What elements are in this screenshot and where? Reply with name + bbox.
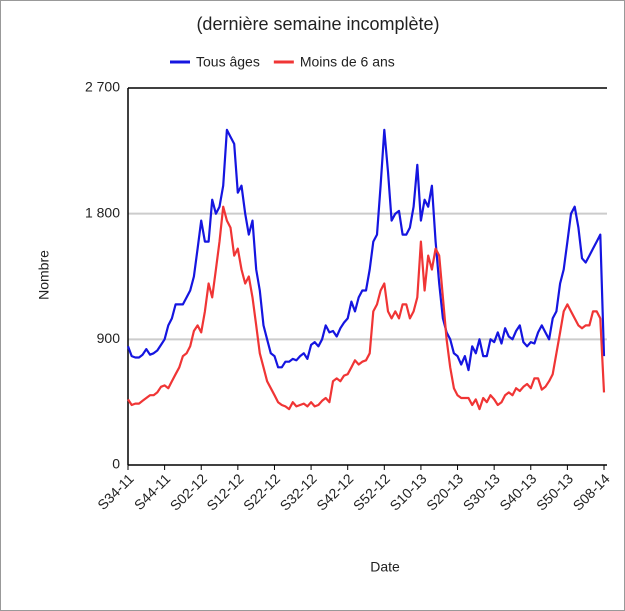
series-line	[126, 128, 606, 372]
y-tick-label: 0	[112, 456, 120, 472]
chart-title: (dernière semaine incomplète)	[196, 14, 439, 34]
legend-label: Moins de 6 ans	[300, 54, 395, 70]
y-tick-label: 900	[97, 330, 121, 346]
series-line	[127, 205, 606, 411]
y-axis-label: Nombre	[36, 250, 52, 300]
y-tick-label: 2 700	[85, 79, 120, 95]
x-axis-label: Date	[370, 559, 400, 575]
legend-label: Tous âges	[196, 54, 260, 70]
y-tick-label: 1 800	[85, 204, 120, 220]
